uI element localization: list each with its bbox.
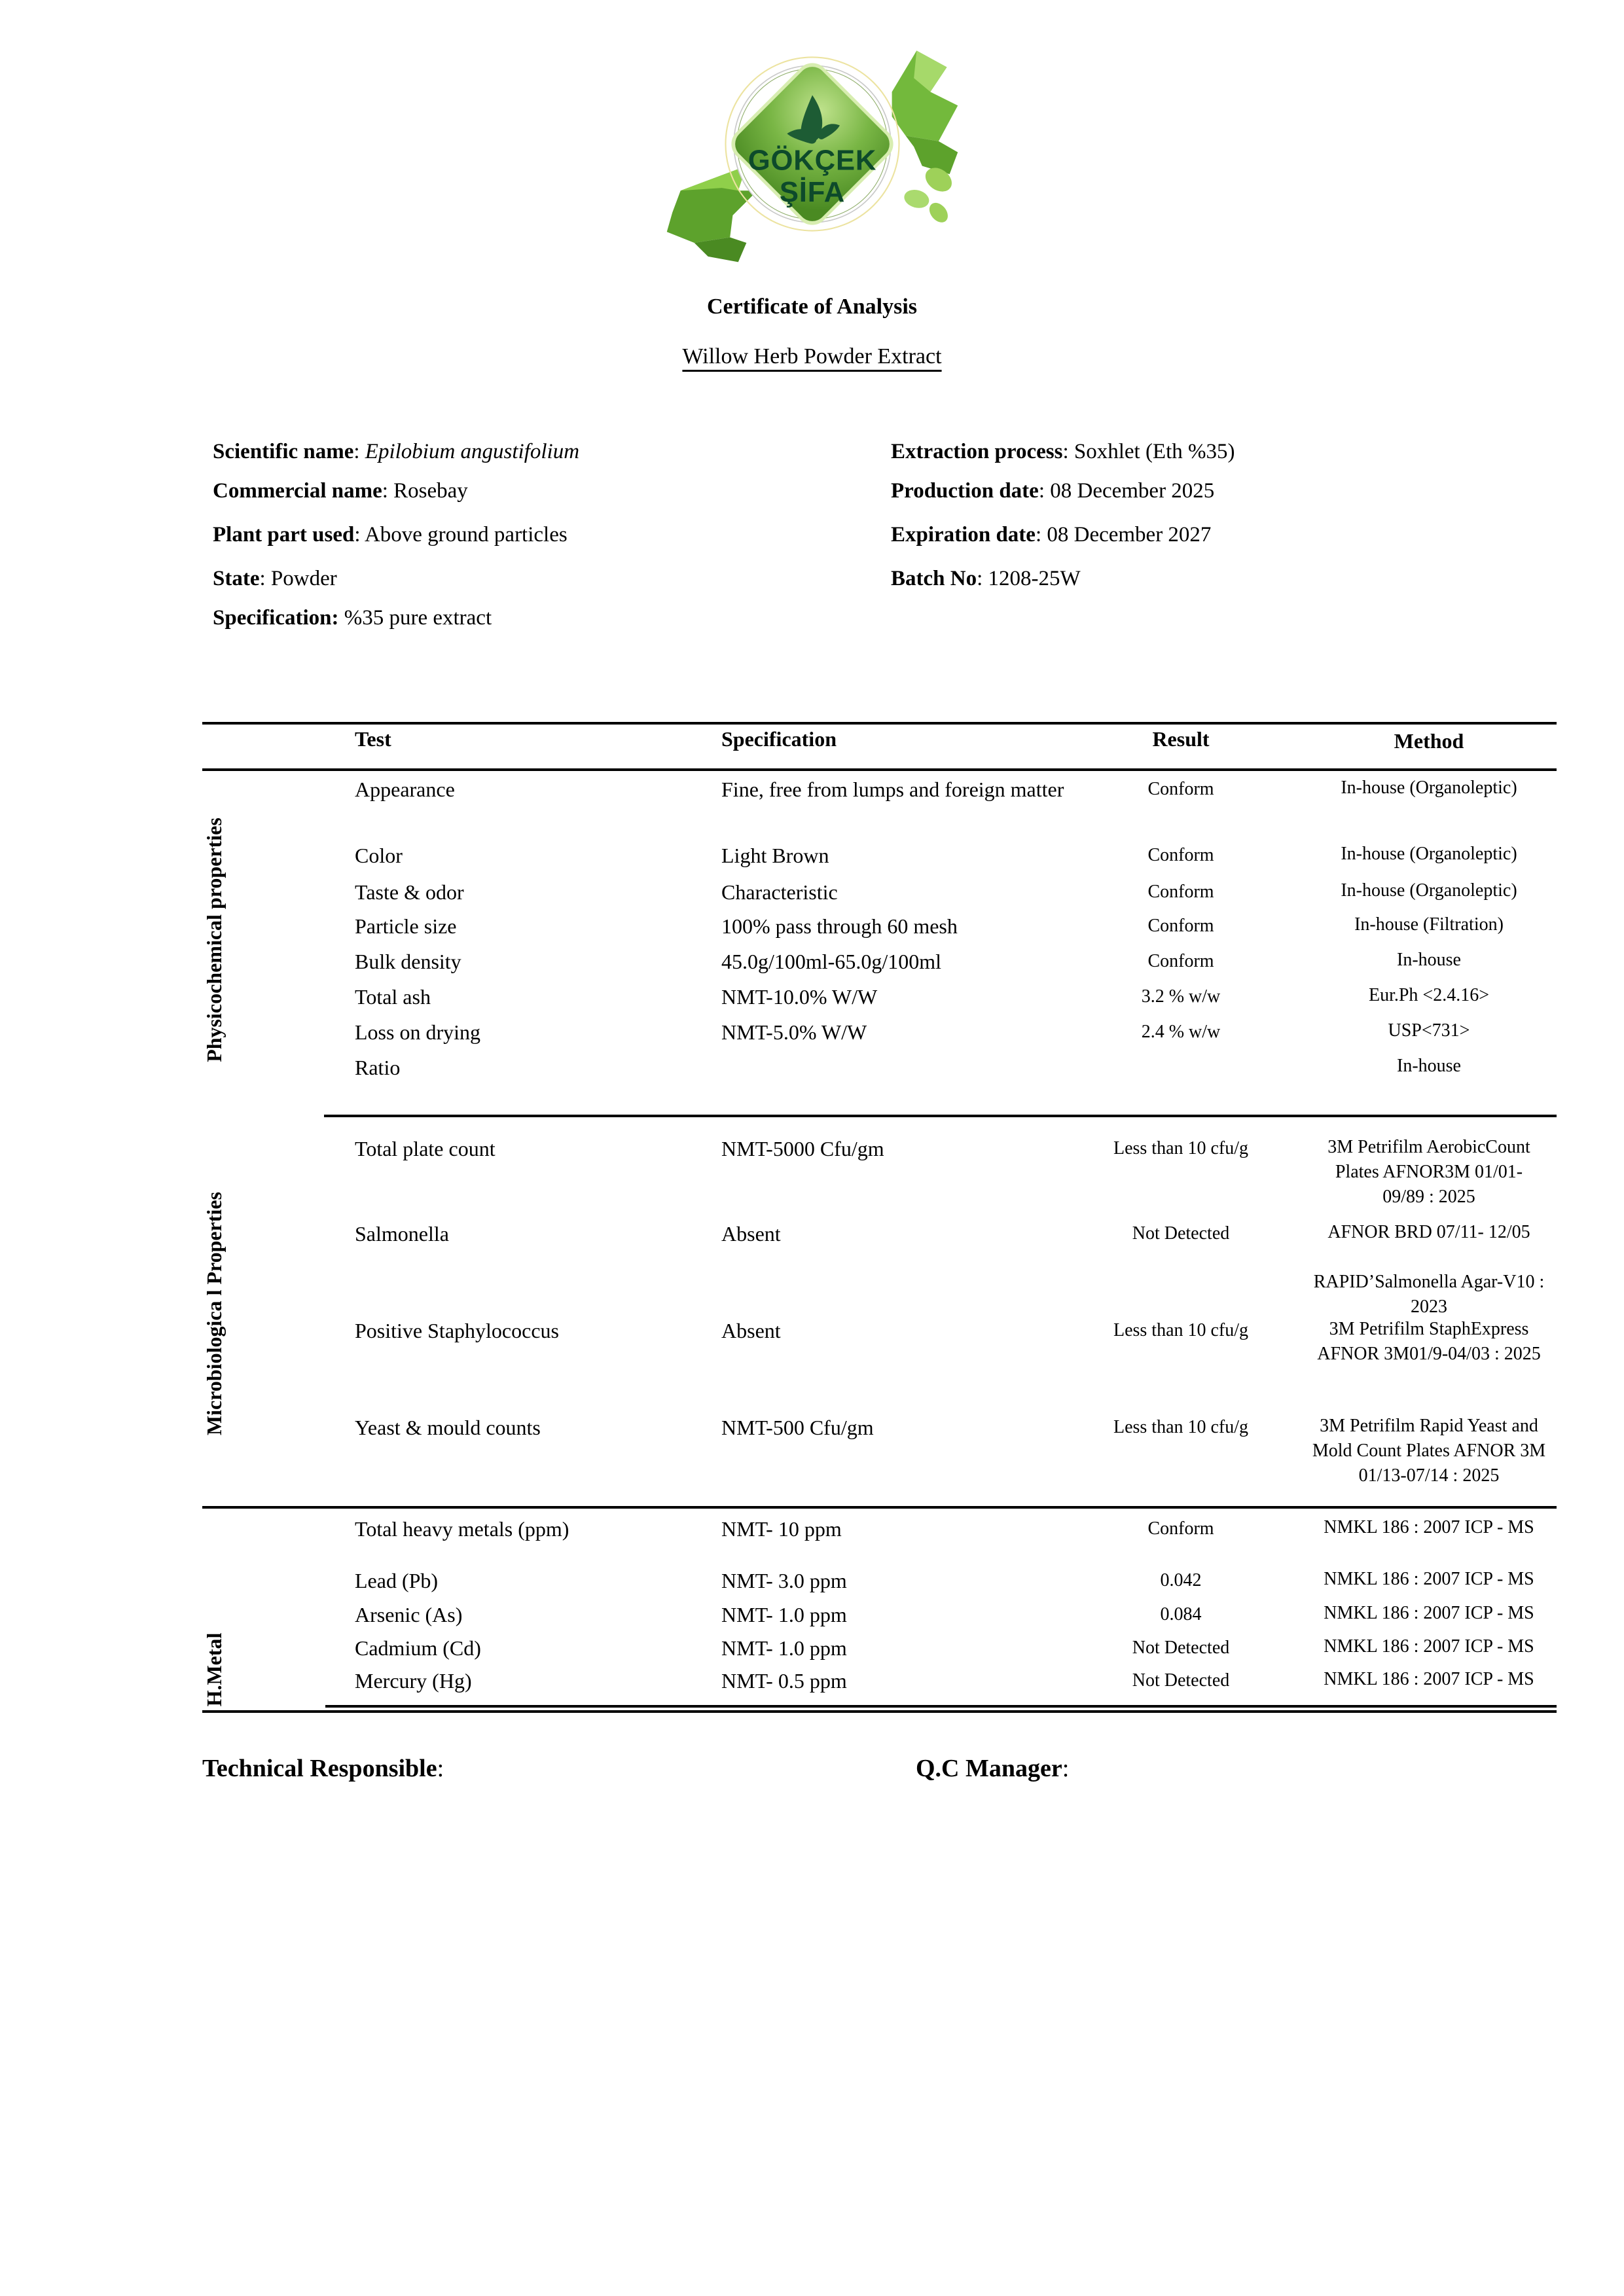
svg-text:GÖKÇEK: GÖKÇEK [748,144,876,176]
svg-text:ŞİFA: ŞİFA [779,177,844,208]
